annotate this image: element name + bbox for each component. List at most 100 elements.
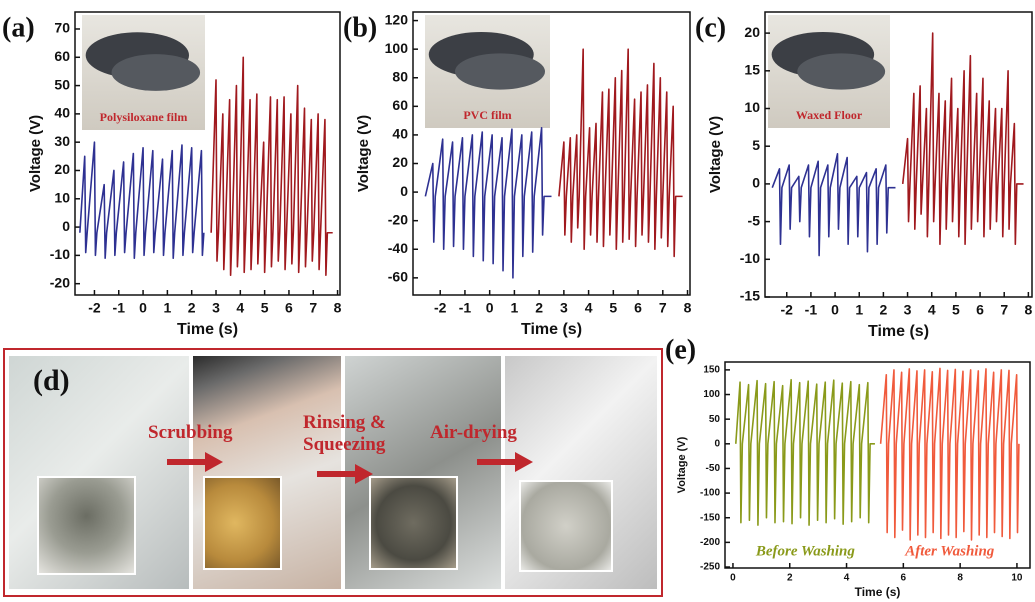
y-tick-label: -60 — [388, 269, 408, 285]
inset-caption: Waxed Floor — [796, 108, 863, 122]
signal-line — [80, 142, 204, 258]
arrow — [165, 450, 225, 474]
x-tick-label: -1 — [805, 302, 818, 318]
y-tick-label: 60 — [392, 97, 408, 113]
figure: Polysiloxane film-20-10010203040506070-2… — [0, 0, 1035, 602]
x-tick-label: 3 — [904, 302, 912, 318]
process-step: Scrubbing — [148, 422, 232, 444]
signal-line — [881, 368, 1019, 539]
y-tick-label: 5 — [752, 137, 760, 153]
x-tick-label: 8 — [334, 300, 342, 316]
x-tick-label: 6 — [901, 573, 907, 584]
arrow — [315, 462, 375, 486]
x-tick-label: 5 — [261, 300, 269, 316]
x-tick-label: 4 — [844, 573, 850, 584]
signal-line — [425, 128, 551, 278]
y-tick-label: 0 — [752, 175, 760, 191]
x-tick-label: 1 — [511, 300, 519, 316]
x-axis-label: Time (s) — [855, 585, 901, 599]
x-tick-label: -2 — [781, 302, 794, 318]
x-axis-label: Time (s) — [868, 323, 929, 340]
inset-photo — [369, 476, 458, 570]
panel-label: (b) — [343, 12, 377, 43]
x-tick-label: 2 — [188, 300, 196, 316]
y-tick-label: -20 — [388, 211, 408, 227]
y-tick-label: -15 — [740, 288, 760, 304]
signal-line — [736, 380, 875, 525]
y-tick-label: -100 — [700, 488, 720, 499]
x-tick-label: -2 — [88, 300, 101, 316]
x-tick-label: 7 — [309, 300, 317, 316]
y-tick-label: -10 — [50, 246, 70, 262]
signal-line — [772, 154, 895, 256]
x-tick-label: 4 — [928, 302, 936, 318]
process-step: Air-drying — [430, 422, 517, 444]
x-tick-label: 8 — [957, 573, 963, 584]
washing-process-panel: (d) Scrubbing Rinsing & Squeezing Air-dr… — [3, 348, 663, 597]
x-tick-label: 2 — [787, 573, 793, 584]
y-tick-label: 60 — [54, 48, 70, 64]
x-tick-label: 1 — [163, 300, 171, 316]
y-axis-label: Voltage (V) — [707, 116, 724, 193]
x-tick-label: 5 — [609, 300, 617, 316]
inset-photo — [519, 480, 613, 572]
y-tick-label: 30 — [54, 133, 70, 149]
y-tick-label: 70 — [54, 20, 70, 36]
process-step: Rinsing & Squeezing — [303, 412, 403, 456]
x-tick-label: 0 — [730, 573, 736, 584]
x-axis-label: Time (s) — [177, 321, 238, 338]
y-tick-label: -200 — [700, 537, 720, 548]
x-tick-label: 3 — [560, 300, 568, 316]
x-tick-label: 0 — [139, 300, 147, 316]
shoe — [455, 53, 545, 89]
x-tick-label: 3 — [212, 300, 220, 316]
panel-label: (e) — [665, 334, 696, 365]
y-tick-label: -50 — [706, 463, 721, 474]
x-tick-label: 6 — [285, 300, 293, 316]
y-tick-label: 50 — [54, 76, 70, 92]
x-tick-label: 8 — [1024, 302, 1032, 318]
x-tick-label: 2 — [879, 302, 887, 318]
inset-caption: Polysiloxane film — [100, 110, 188, 124]
shoe — [112, 54, 201, 91]
arrow — [475, 450, 535, 474]
x-tick-label: 10 — [1011, 573, 1023, 584]
y-tick-label: -20 — [50, 274, 70, 290]
x-tick-label: -2 — [434, 300, 447, 316]
y-tick-label: 80 — [392, 68, 408, 84]
x-tick-label: 0 — [486, 300, 494, 316]
inset-photo — [37, 476, 136, 575]
x-tick-label: -1 — [113, 300, 126, 316]
panel-label: (a) — [2, 12, 35, 43]
x-tick-label: 0 — [831, 302, 839, 318]
y-tick-label: 0 — [62, 218, 70, 234]
y-tick-label: -150 — [700, 512, 720, 523]
y-tick-label: 40 — [54, 105, 70, 121]
y-tick-label: 100 — [385, 40, 409, 56]
x-tick-label: 2 — [535, 300, 543, 316]
y-tick-label: 10 — [54, 189, 70, 205]
y-tick-label: 40 — [392, 126, 408, 142]
x-tick-label: 7 — [1000, 302, 1008, 318]
y-tick-label: 20 — [744, 24, 760, 40]
x-tick-label: 4 — [236, 300, 244, 316]
y-tick-label: -10 — [740, 250, 760, 266]
annotation: Before Washing — [755, 543, 856, 559]
x-tick-label: 8 — [684, 300, 692, 316]
x-tick-label: -1 — [459, 300, 472, 316]
y-tick-label: 0 — [400, 183, 408, 199]
y-axis-label: Voltage (V) — [27, 115, 44, 192]
y-tick-label: 0 — [714, 438, 720, 449]
x-tick-label: 7 — [659, 300, 667, 316]
x-tick-label: 4 — [585, 300, 593, 316]
y-tick-label: 100 — [703, 389, 720, 400]
y-axis-label: Voltage (V) — [355, 115, 372, 192]
y-axis-label: Voltage (V) — [676, 436, 688, 493]
signal-line — [903, 33, 1024, 244]
x-tick-label: 1 — [855, 302, 863, 318]
y-tick-label: -250 — [700, 562, 720, 573]
y-tick-label: 20 — [392, 154, 408, 170]
signal-line — [559, 49, 683, 256]
x-tick-label: 5 — [952, 302, 960, 318]
inset-caption: PVC film — [463, 108, 511, 122]
